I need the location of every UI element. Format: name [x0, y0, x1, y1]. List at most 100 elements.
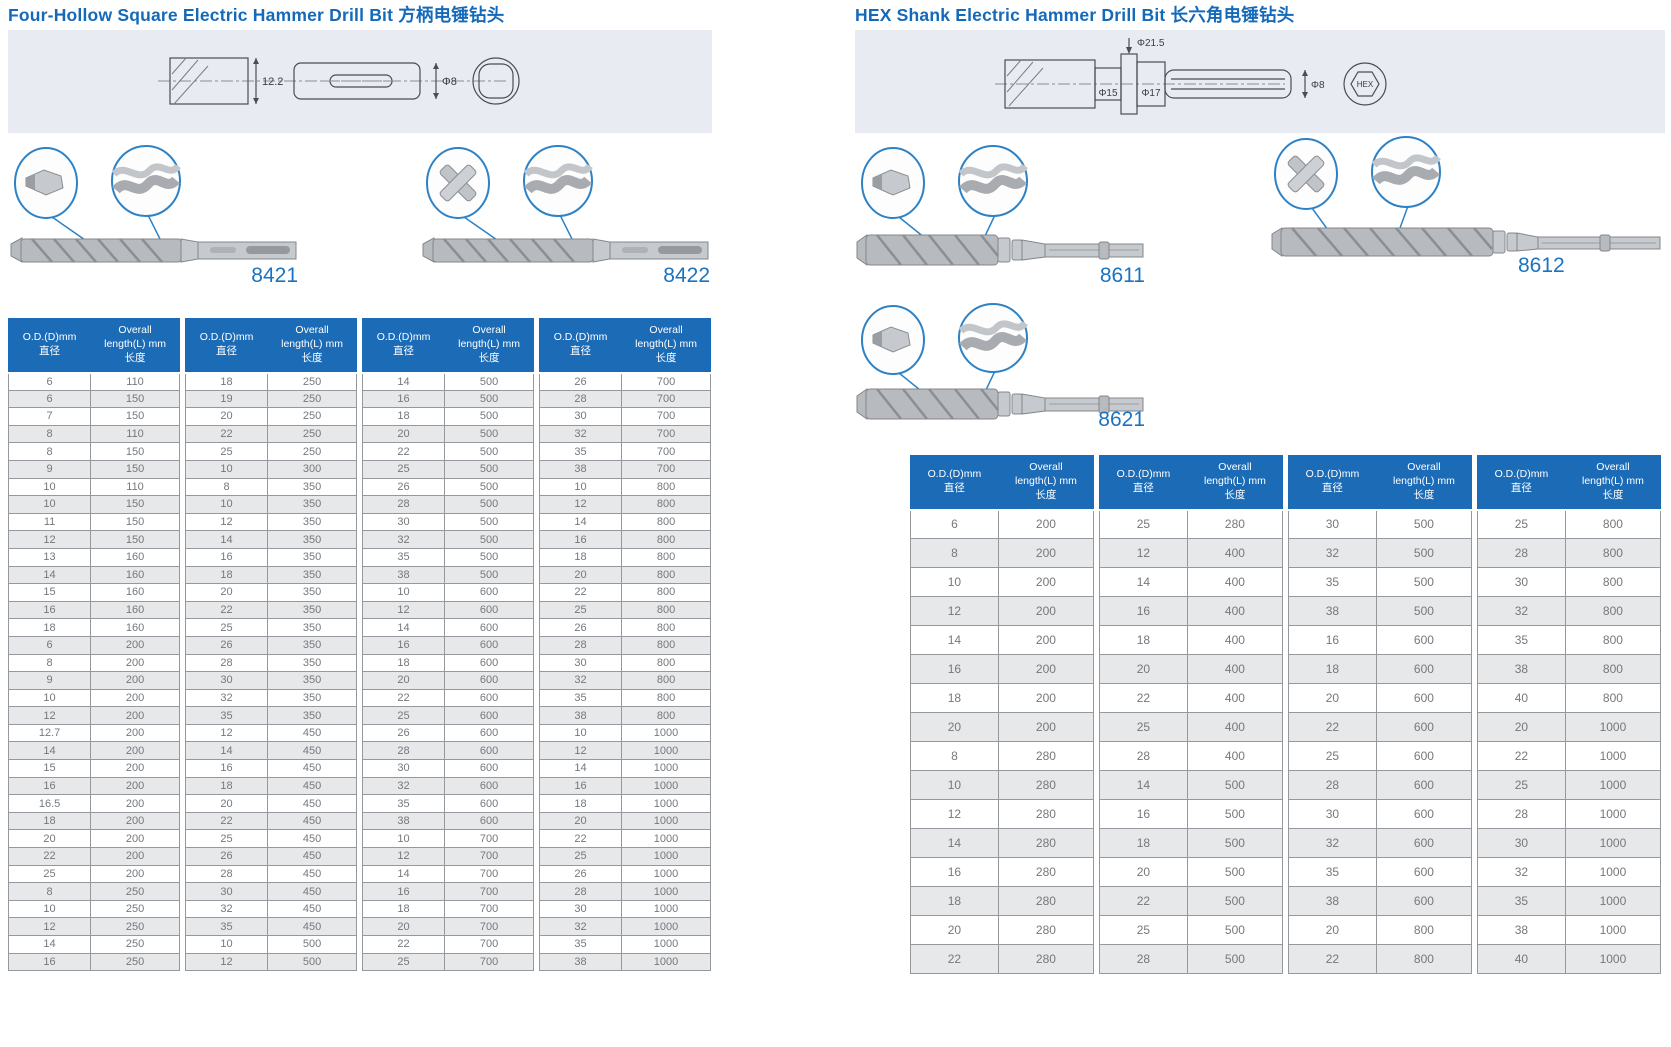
table-cell: 200 — [90, 688, 180, 708]
table-row: 30 500 — [361, 512, 534, 532]
table-cell: 38 — [1288, 886, 1377, 916]
model-number-8611: 8611 — [1099, 264, 1145, 287]
product-8421: 8421 — [8, 138, 300, 288]
table-cell: 25 — [184, 618, 269, 637]
flute-detail — [958, 163, 1028, 194]
table-row: 16 600 — [1288, 625, 1473, 655]
table-cell: 400 — [1186, 712, 1284, 742]
table-cell: 10 — [7, 899, 92, 919]
col-header-length: Overall length(L) mm 长度 — [444, 318, 534, 374]
table-row: 12 150 — [7, 530, 180, 549]
table-cell: 16 — [184, 759, 269, 778]
table-cell: 400 — [1186, 625, 1284, 655]
table-row: 12 280 — [910, 799, 1095, 829]
table-cell: 38 — [538, 952, 623, 972]
table-row: 15 160 — [7, 583, 180, 602]
table-cell: 32 — [1288, 538, 1377, 568]
table-row: 32 600 — [361, 776, 534, 796]
table-row: 28 500 — [1099, 944, 1284, 974]
table-cell: 350 — [267, 495, 357, 514]
table-cell: 200 — [90, 847, 180, 866]
table-cell: 10 — [361, 829, 446, 849]
table-cell: 38 — [361, 811, 446, 831]
table-row: 20 1000 — [538, 811, 711, 831]
table-cell: 38 — [1477, 654, 1566, 684]
table-row: 30 1000 — [1477, 828, 1662, 858]
table-cell: 30 — [1477, 567, 1566, 597]
table-row: 14 280 — [910, 828, 1095, 858]
table-row: 28 450 — [184, 864, 357, 884]
table-cell: 800 — [1564, 509, 1662, 539]
table-row: 18 200 — [910, 683, 1095, 713]
table-cell: 350 — [267, 600, 357, 620]
technical-drawing-square: 12.2 Φ8 — [8, 30, 712, 133]
table-row: 20 500 — [361, 424, 534, 444]
table-row: 18 280 — [910, 886, 1095, 916]
table-cell: 25 — [1099, 509, 1188, 539]
table-cell: 1000 — [621, 829, 711, 849]
section-title-hex: HEX Shank Electric Hammer Drill Bit 长六角电… — [855, 5, 1295, 25]
table-cell: 160 — [90, 583, 180, 602]
col-header-od: O.D.(D)mm 直径 — [1099, 455, 1188, 511]
table-cell: 16 — [1099, 596, 1188, 626]
table-row: 26 450 — [184, 847, 357, 866]
table-cell: 14 — [361, 618, 446, 637]
table-row: 28 350 — [184, 653, 357, 673]
table-cell: 14 — [538, 759, 623, 778]
technical-drawing-hex: Φ21.5 Φ15 Φ17 Φ8 HEX — [855, 30, 1665, 133]
table-cell: 16 — [538, 776, 623, 796]
table-row: 40 800 — [1477, 683, 1662, 713]
table-cell: 22 — [1288, 712, 1377, 742]
table-row: 30 350 — [184, 671, 357, 690]
table-cell: 1000 — [621, 882, 711, 901]
table-cell: 400 — [1186, 596, 1284, 626]
table-row: 14 400 — [1099, 567, 1284, 597]
table-cell: 200 — [90, 671, 180, 690]
table-cell: 450 — [267, 847, 357, 866]
table-row: 35 600 — [1288, 857, 1473, 887]
table-cell: 32 — [538, 671, 623, 690]
table-row: 35 350 — [184, 706, 357, 725]
table-cell: 12 — [538, 495, 623, 514]
size-table-right-3: O.D.(D)mm 直径 Overall length(L) mm 长度 30 500 3… — [1288, 455, 1473, 974]
table-row: 16 500 — [1099, 799, 1284, 829]
table-cell: 400 — [1186, 683, 1284, 713]
table-cell: 10 — [7, 495, 92, 514]
table-cell: 20 — [538, 565, 623, 585]
table-cell: 20 — [538, 811, 623, 831]
table-cell: 150 — [90, 530, 180, 549]
table-cell: 800 — [621, 477, 711, 497]
table-cell: 600 — [1375, 625, 1473, 655]
flute-detail — [523, 163, 593, 194]
table-cell: 700 — [444, 882, 534, 901]
table-cell: 25 — [361, 459, 446, 479]
table-cell: 1000 — [1564, 828, 1662, 858]
table-cell: 800 — [621, 688, 711, 708]
size-table-left-1: O.D.(D)mm 直径 Overall length(L) mm 长度 6 110 6 1… — [7, 318, 180, 972]
table-cell: 35 — [1288, 567, 1377, 597]
table-cell: 38 — [538, 706, 623, 725]
table-row: 20 600 — [361, 671, 534, 690]
table-cell: 16 — [361, 389, 446, 409]
table-row: 10 300 — [184, 459, 357, 479]
table-cell: 400 — [1186, 654, 1284, 684]
chisel-tip-detail — [872, 326, 911, 353]
drill-bit-body — [422, 237, 709, 263]
table-cell: 600 — [444, 600, 534, 620]
table-cell: 600 — [1375, 770, 1473, 800]
table-cell: 500 — [1375, 596, 1473, 626]
table-row: 30 700 — [538, 407, 711, 426]
table-row: 22 800 — [538, 583, 711, 602]
table-row: 35 500 — [1288, 567, 1473, 597]
table-row: 10 110 — [7, 477, 180, 497]
col-header-length: Overall length(L) mm 长度 — [1186, 455, 1284, 511]
table-row: 28 800 — [1477, 538, 1662, 568]
table-row: 22 800 — [1288, 944, 1473, 974]
table-cell: 500 — [1186, 915, 1284, 945]
table-cell: 400 — [1186, 741, 1284, 771]
table-cell: 700 — [621, 372, 711, 391]
table-row: 8 280 — [910, 741, 1095, 771]
table-row: 22 600 — [361, 688, 534, 708]
table-cell: 8 — [910, 741, 999, 771]
